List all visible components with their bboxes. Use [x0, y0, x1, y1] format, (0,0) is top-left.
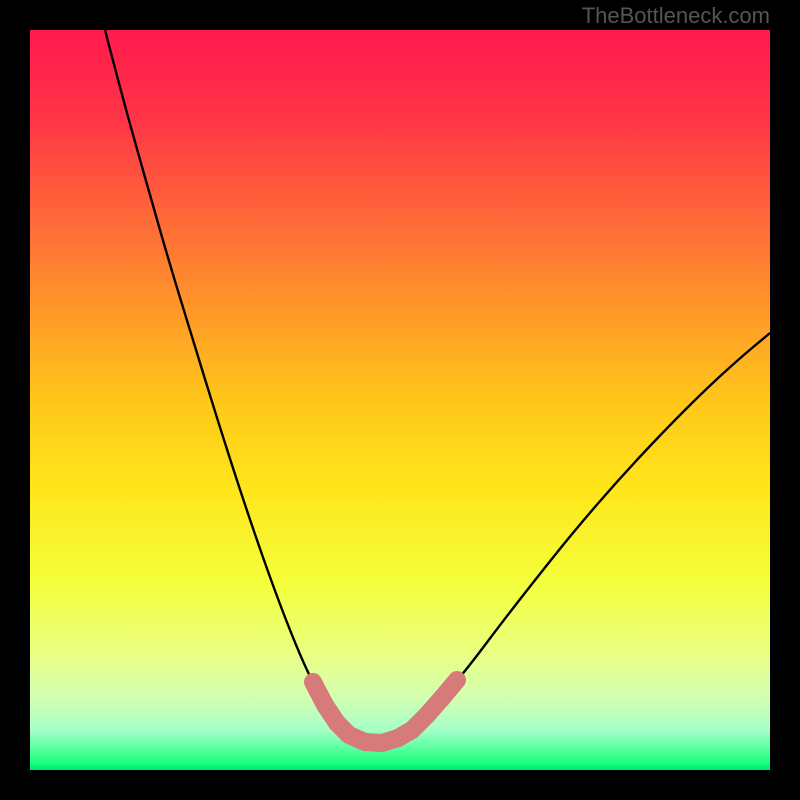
- chart-outer: TheBottleneck.com: [0, 0, 800, 800]
- curve-overlay: [30, 30, 770, 770]
- plot-area: [30, 30, 770, 770]
- bottleneck-curve: [105, 30, 770, 743]
- watermark-text: TheBottleneck.com: [582, 3, 770, 29]
- trough-highlight: [313, 680, 457, 743]
